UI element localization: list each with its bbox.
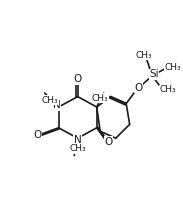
Text: O: O	[134, 83, 142, 93]
Text: CH₃: CH₃	[92, 94, 109, 103]
Text: CH₃: CH₃	[69, 144, 86, 153]
Text: CH₃: CH₃	[165, 63, 181, 72]
Text: O: O	[74, 74, 82, 84]
Text: O: O	[34, 130, 42, 140]
Text: CH₃: CH₃	[159, 85, 176, 94]
Text: CH₃: CH₃	[135, 51, 152, 59]
Text: N: N	[53, 100, 61, 110]
Text: N: N	[74, 135, 82, 145]
Text: O: O	[105, 137, 113, 147]
Text: Si: Si	[149, 69, 159, 79]
Text: CH₃: CH₃	[42, 96, 58, 105]
